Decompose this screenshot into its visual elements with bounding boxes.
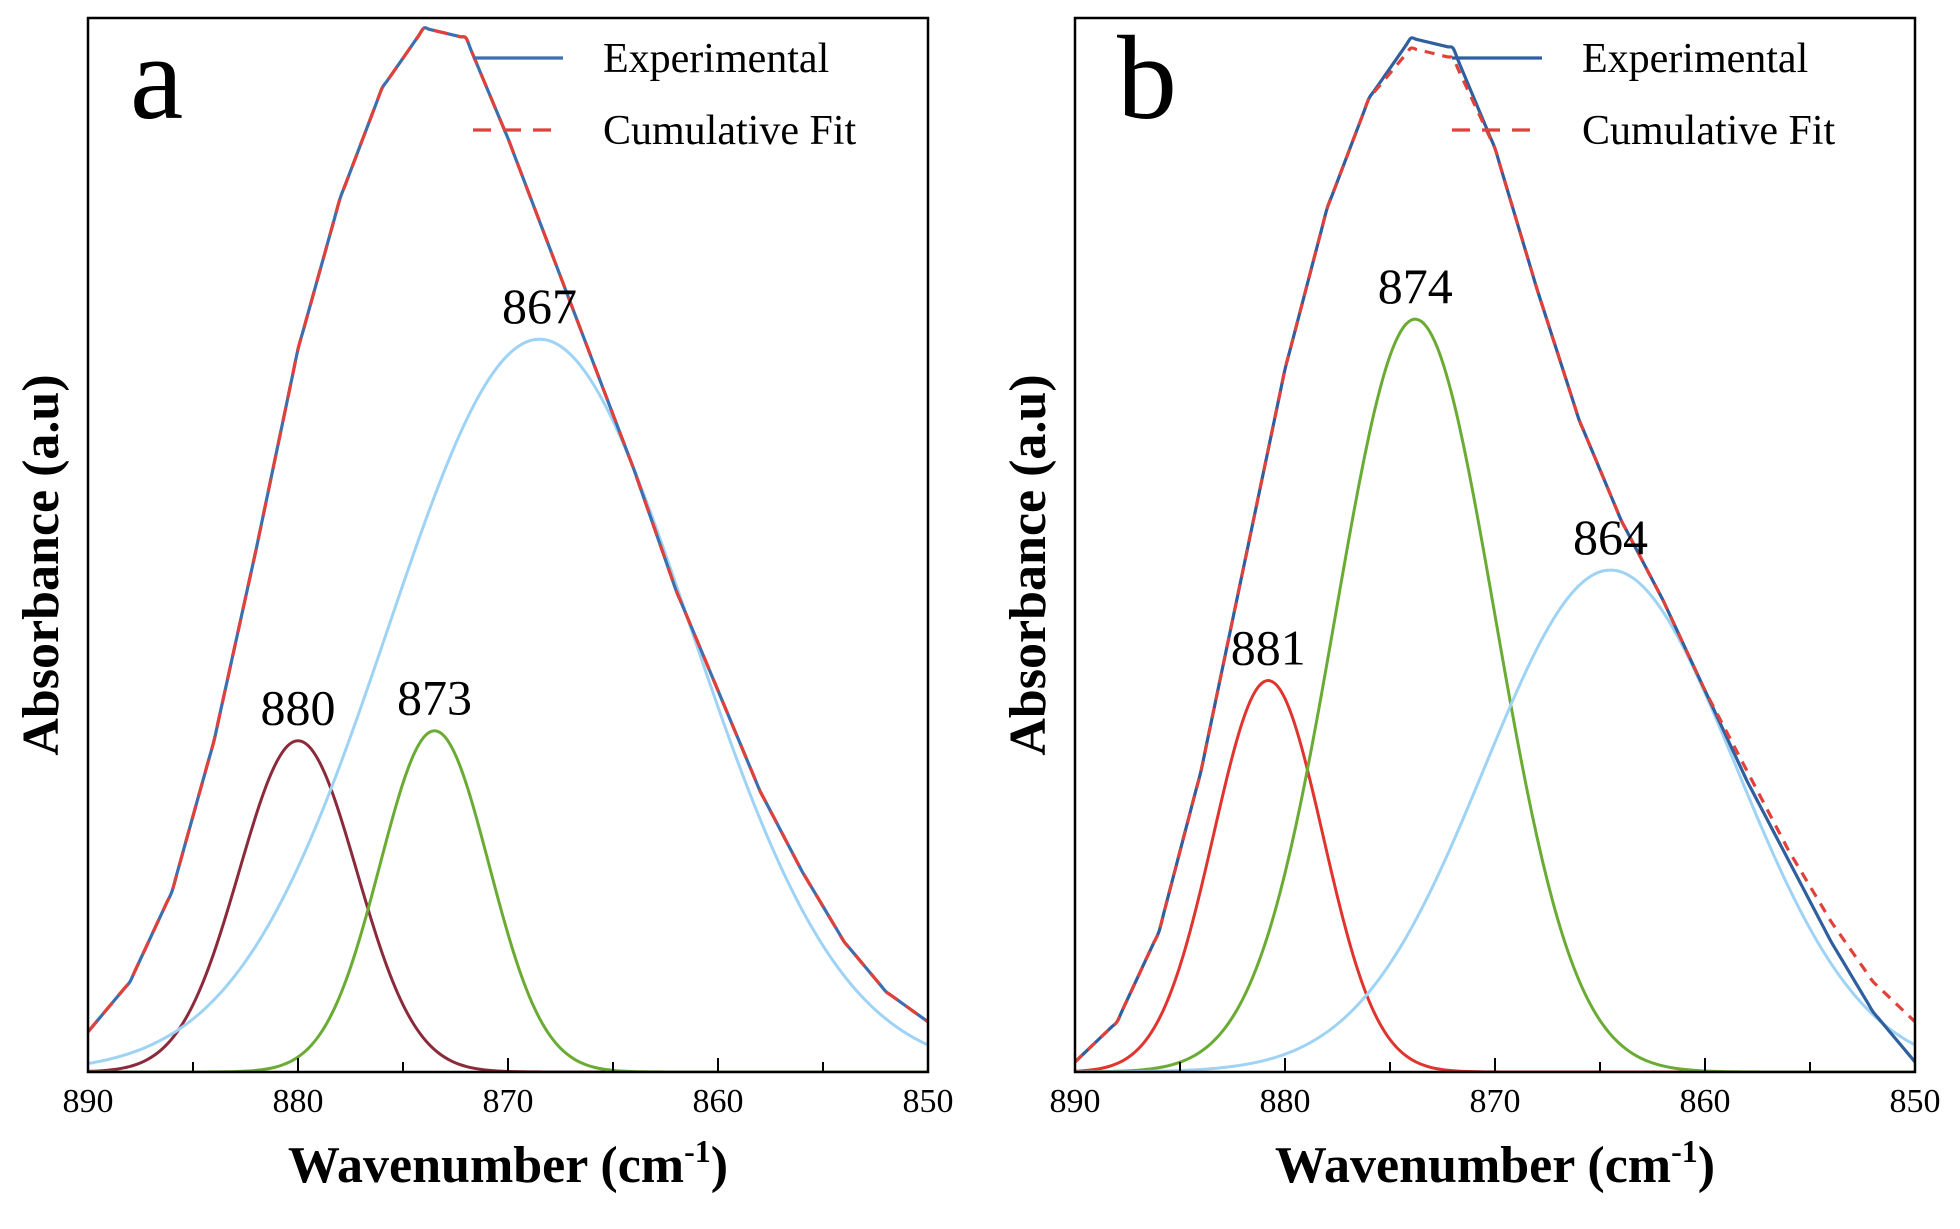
x-tick-label: 860 bbox=[1680, 1083, 1731, 1120]
plot-area bbox=[88, 26, 928, 1072]
legend-label-cumulative-fit: Cumulative Fit bbox=[1582, 108, 1836, 154]
x-axis-label: Wavenumber (cm-1) bbox=[1275, 1133, 1715, 1194]
x-axis-label: Wavenumber (cm-1) bbox=[288, 1133, 728, 1194]
x-tick-label: 870 bbox=[1470, 1083, 1521, 1120]
series-experimental-line bbox=[88, 26, 928, 1033]
series-cumulative-fit-line bbox=[1075, 46, 1915, 1064]
x-tick-label: 890 bbox=[1050, 1083, 1101, 1120]
component-peak-873-line bbox=[88, 729, 928, 1072]
y-axis-label: Absorbance (a.u) bbox=[13, 374, 70, 755]
x-tick-label: 880 bbox=[1260, 1083, 1311, 1120]
panel-letter: b bbox=[1117, 11, 1177, 144]
plot-frame bbox=[1073, 16, 1917, 1074]
component-peak-880-line bbox=[88, 739, 928, 1072]
x-tick-label: 860 bbox=[693, 1083, 744, 1120]
peak-label-874: 874 bbox=[1378, 258, 1453, 314]
chart-panel-b: 890 880 870 860 850 Wavenumber (cm-1) Absorban… bbox=[1000, 11, 1941, 1194]
panel-letter: a bbox=[130, 11, 183, 144]
component-peak-864-line bbox=[1075, 568, 1915, 1072]
peak-label-873: 873 bbox=[397, 670, 472, 726]
chart-panel-a: 890 880 870 860 850 Wavenumber (cm-1) Absorban… bbox=[13, 11, 954, 1194]
x-tick-label: 880 bbox=[273, 1083, 324, 1120]
series-experimental-line bbox=[1075, 36, 1915, 1064]
peak-label-881: 881 bbox=[1231, 620, 1306, 676]
component-peak-874-line bbox=[1075, 317, 1915, 1072]
x-tick-label: 850 bbox=[1890, 1083, 1941, 1120]
peak-label-867: 867 bbox=[502, 278, 577, 334]
x-tick-label: 870 bbox=[483, 1083, 534, 1120]
plot-frame bbox=[86, 16, 930, 1074]
series-cumulative-fit-line bbox=[88, 26, 928, 1033]
x-tick-label: 890 bbox=[63, 1083, 114, 1120]
peak-label-864: 864 bbox=[1573, 509, 1648, 565]
legend-label-cumulative-fit: Cumulative Fit bbox=[603, 108, 857, 154]
peak-label-880: 880 bbox=[261, 680, 336, 736]
legend-label-experimental: Experimental bbox=[1582, 36, 1808, 82]
y-axis-label: Absorbance (a.u) bbox=[1000, 374, 1057, 755]
component-peak-867-line bbox=[88, 337, 928, 1065]
legend-label-experimental: Experimental bbox=[603, 36, 829, 82]
x-tick-label: 850 bbox=[903, 1083, 954, 1120]
plot-area bbox=[1075, 36, 1915, 1072]
